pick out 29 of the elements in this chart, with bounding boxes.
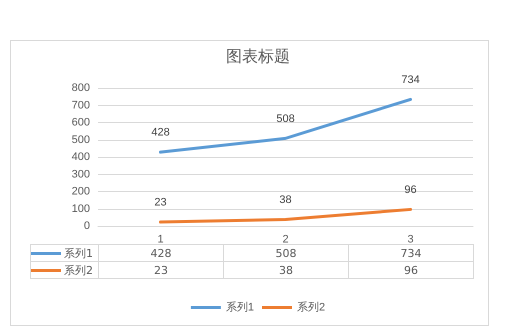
y-tick-label: 700: [72, 99, 90, 112]
data-label: 96: [348, 262, 474, 278]
y-tick-label: 400: [72, 151, 90, 163]
text: 系列1: [226, 302, 254, 314]
text: 734: [401, 74, 420, 86]
annotation: 96: [404, 184, 417, 196]
annotation: 38: [279, 194, 292, 206]
data-label: 508: [224, 244, 348, 262]
y-tick-label: 600: [72, 116, 90, 128]
y-tick-label: 200: [72, 186, 90, 198]
annotation: 23: [154, 196, 167, 209]
annotation: 428: [151, 126, 170, 139]
x-tick-label: 2: [282, 234, 289, 246]
data-label: 428: [98, 244, 224, 262]
y-tick-label: 800: [72, 82, 90, 94]
annotation: 508: [276, 112, 295, 125]
x-tick-label: 1: [157, 234, 164, 246]
y-tick-label: 100: [72, 202, 90, 215]
y-tick-label: 0: [84, 220, 90, 232]
text: 系列2: [297, 302, 326, 314]
x-tick-label: 3: [407, 234, 414, 246]
data-label: 734: [348, 244, 474, 262]
data-label: 38: [224, 262, 348, 278]
y-tick-label: 300: [72, 168, 90, 180]
legend-label: 系列1: [30, 244, 98, 262]
chart-title: 图表标题: [226, 48, 290, 66]
legend-label: 系列2: [30, 262, 98, 278]
data-label: 23: [98, 262, 224, 278]
y-tick-label: 500: [72, 134, 90, 146]
